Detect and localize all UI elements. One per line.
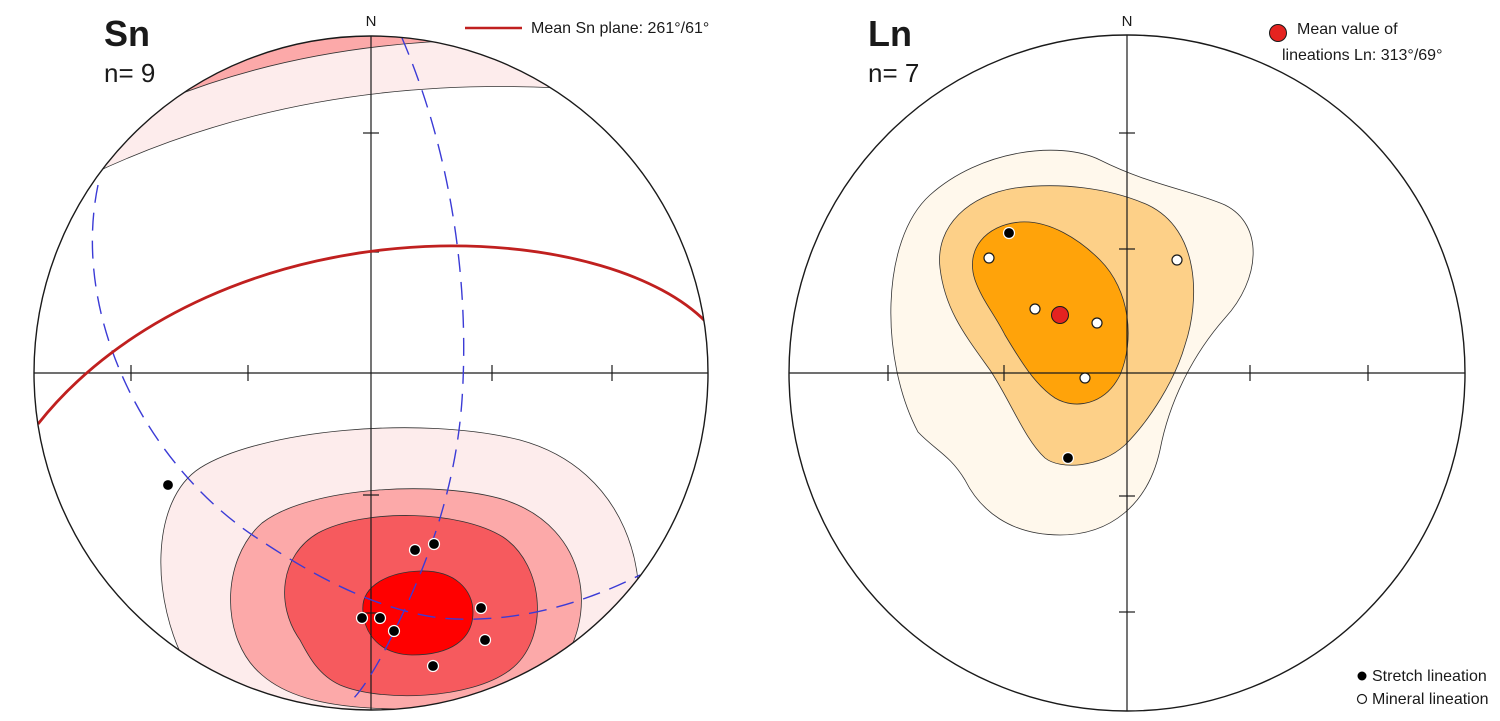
sn-pole bbox=[408, 543, 422, 557]
ln-stretch-lineations bbox=[1002, 226, 1075, 465]
ln-mineral-point bbox=[1091, 317, 1103, 329]
sn-pole bbox=[387, 624, 401, 638]
sn-pole bbox=[161, 478, 175, 492]
sn-legend-label: Mean Sn plane: 261°/61° bbox=[531, 20, 709, 37]
open-dot-icon bbox=[1356, 693, 1368, 705]
sn-poles bbox=[161, 478, 492, 673]
ln-stretch-point bbox=[1061, 451, 1075, 465]
sn-pole bbox=[478, 633, 492, 647]
sn-legend: Mean Sn plane: 261°/61° bbox=[465, 20, 709, 37]
sn-stereonet: N Sn n= 9 Mean Sn plane: 261°/61° bbox=[33, 13, 709, 711]
sn-great-circles bbox=[91, 37, 641, 701]
sn-pole bbox=[426, 659, 440, 673]
sn-pole bbox=[474, 601, 488, 615]
ln-mean-legend-line2: lineations Ln: 313°/69° bbox=[1282, 47, 1442, 64]
ln-mineral-point bbox=[1029, 303, 1041, 315]
sn-mean-plane bbox=[36, 244, 707, 425]
ln-count: n= 7 bbox=[868, 58, 919, 88]
ln-mean-legend: Mean value of lineations Ln: 313°/69° bbox=[1269, 21, 1442, 64]
ln-symbol-legend: Stretch lineation Mineral lineation bbox=[1356, 668, 1489, 708]
ln-mean-point bbox=[1051, 306, 1069, 324]
ln-mineral-lineations bbox=[983, 252, 1183, 384]
sn-pole bbox=[427, 537, 441, 551]
ln-stereonet: N Ln n= 7 Mean value of lineations Ln: 3… bbox=[788, 13, 1489, 712]
sn-primitive-circle bbox=[33, 35, 709, 711]
ln-mineral-point bbox=[983, 252, 995, 264]
legend-stretch-lineation: Stretch lineation bbox=[1372, 668, 1487, 685]
sn-title: Sn bbox=[104, 13, 150, 54]
ln-north-label: N bbox=[1122, 13, 1133, 30]
red-dot-icon bbox=[1269, 24, 1287, 42]
sn-count: n= 9 bbox=[104, 58, 155, 88]
sn-pole bbox=[355, 611, 369, 625]
legend-mineral-lineation: Mineral lineation bbox=[1372, 691, 1489, 708]
ln-mineral-point bbox=[1079, 372, 1091, 384]
sn-pole bbox=[373, 611, 387, 625]
ln-mean-legend-line1: Mean value of bbox=[1297, 21, 1398, 38]
ln-primitive-circle bbox=[788, 34, 1466, 712]
ln-title: Ln bbox=[868, 13, 912, 54]
sn-north-label: N bbox=[366, 13, 377, 30]
filled-dot-icon bbox=[1357, 671, 1367, 681]
ln-mineral-point bbox=[1171, 254, 1183, 266]
sn-great-circle-1 bbox=[91, 184, 641, 620]
ln-stretch-point bbox=[1002, 226, 1016, 240]
ln-contour-3 bbox=[972, 221, 1129, 405]
